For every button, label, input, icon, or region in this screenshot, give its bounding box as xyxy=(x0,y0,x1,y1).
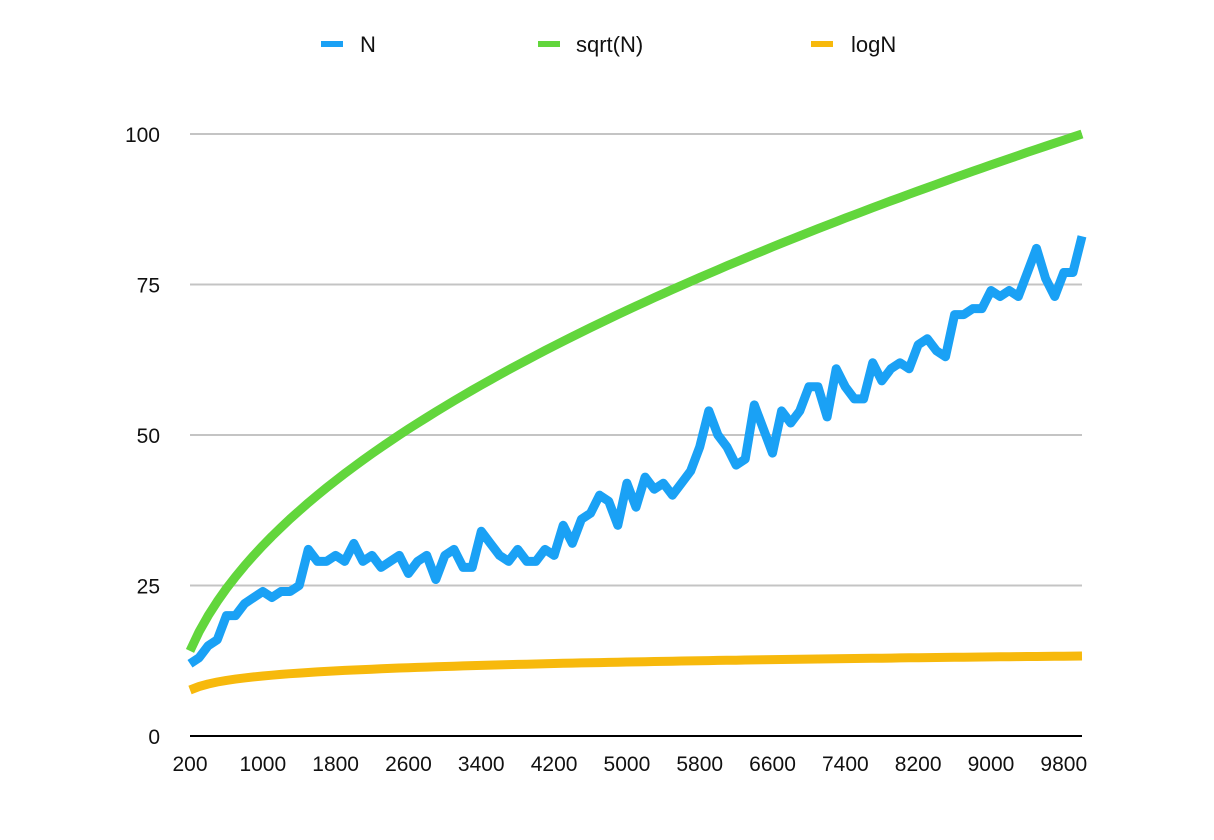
x-tick-label: 2600 xyxy=(385,753,432,776)
series-line-2 xyxy=(188,651,1083,695)
y-tick-label: 75 xyxy=(137,275,160,298)
y-tick-label: 0 xyxy=(148,726,160,749)
series-line-1 xyxy=(185,129,1084,653)
y-tick-label: 50 xyxy=(137,425,160,448)
y-tick-label: 25 xyxy=(137,576,160,599)
x-tick-label: 1800 xyxy=(312,753,359,776)
x-tick-label: 1000 xyxy=(239,753,286,776)
x-tick-label: 200 xyxy=(172,753,207,776)
grid-layer xyxy=(190,133,1082,587)
x-tick-label: 7400 xyxy=(822,753,869,776)
x-tick-label: 8200 xyxy=(895,753,942,776)
axis-layer: 0 25 50 75 100 200 1000 1800 2600 3400 4200 5000 580… xyxy=(125,124,1087,776)
x-tick-label: 3400 xyxy=(458,753,505,776)
legend-label-2: logN xyxy=(851,32,896,57)
series-line-0 xyxy=(187,235,1087,668)
x-tick-label: 5800 xyxy=(676,753,723,776)
x-tick-label: 5000 xyxy=(604,753,651,776)
x-tick-label: 4200 xyxy=(531,753,578,776)
legend-label-1: sqrt(N) xyxy=(576,32,643,57)
x-tick-label: 9800 xyxy=(1040,753,1087,776)
series-layer xyxy=(185,129,1087,695)
legend-label-0: N xyxy=(360,32,376,57)
y-tick-label: 100 xyxy=(125,124,160,147)
x-tick-label: 6600 xyxy=(749,753,796,776)
x-tick-label: 9000 xyxy=(968,753,1015,776)
